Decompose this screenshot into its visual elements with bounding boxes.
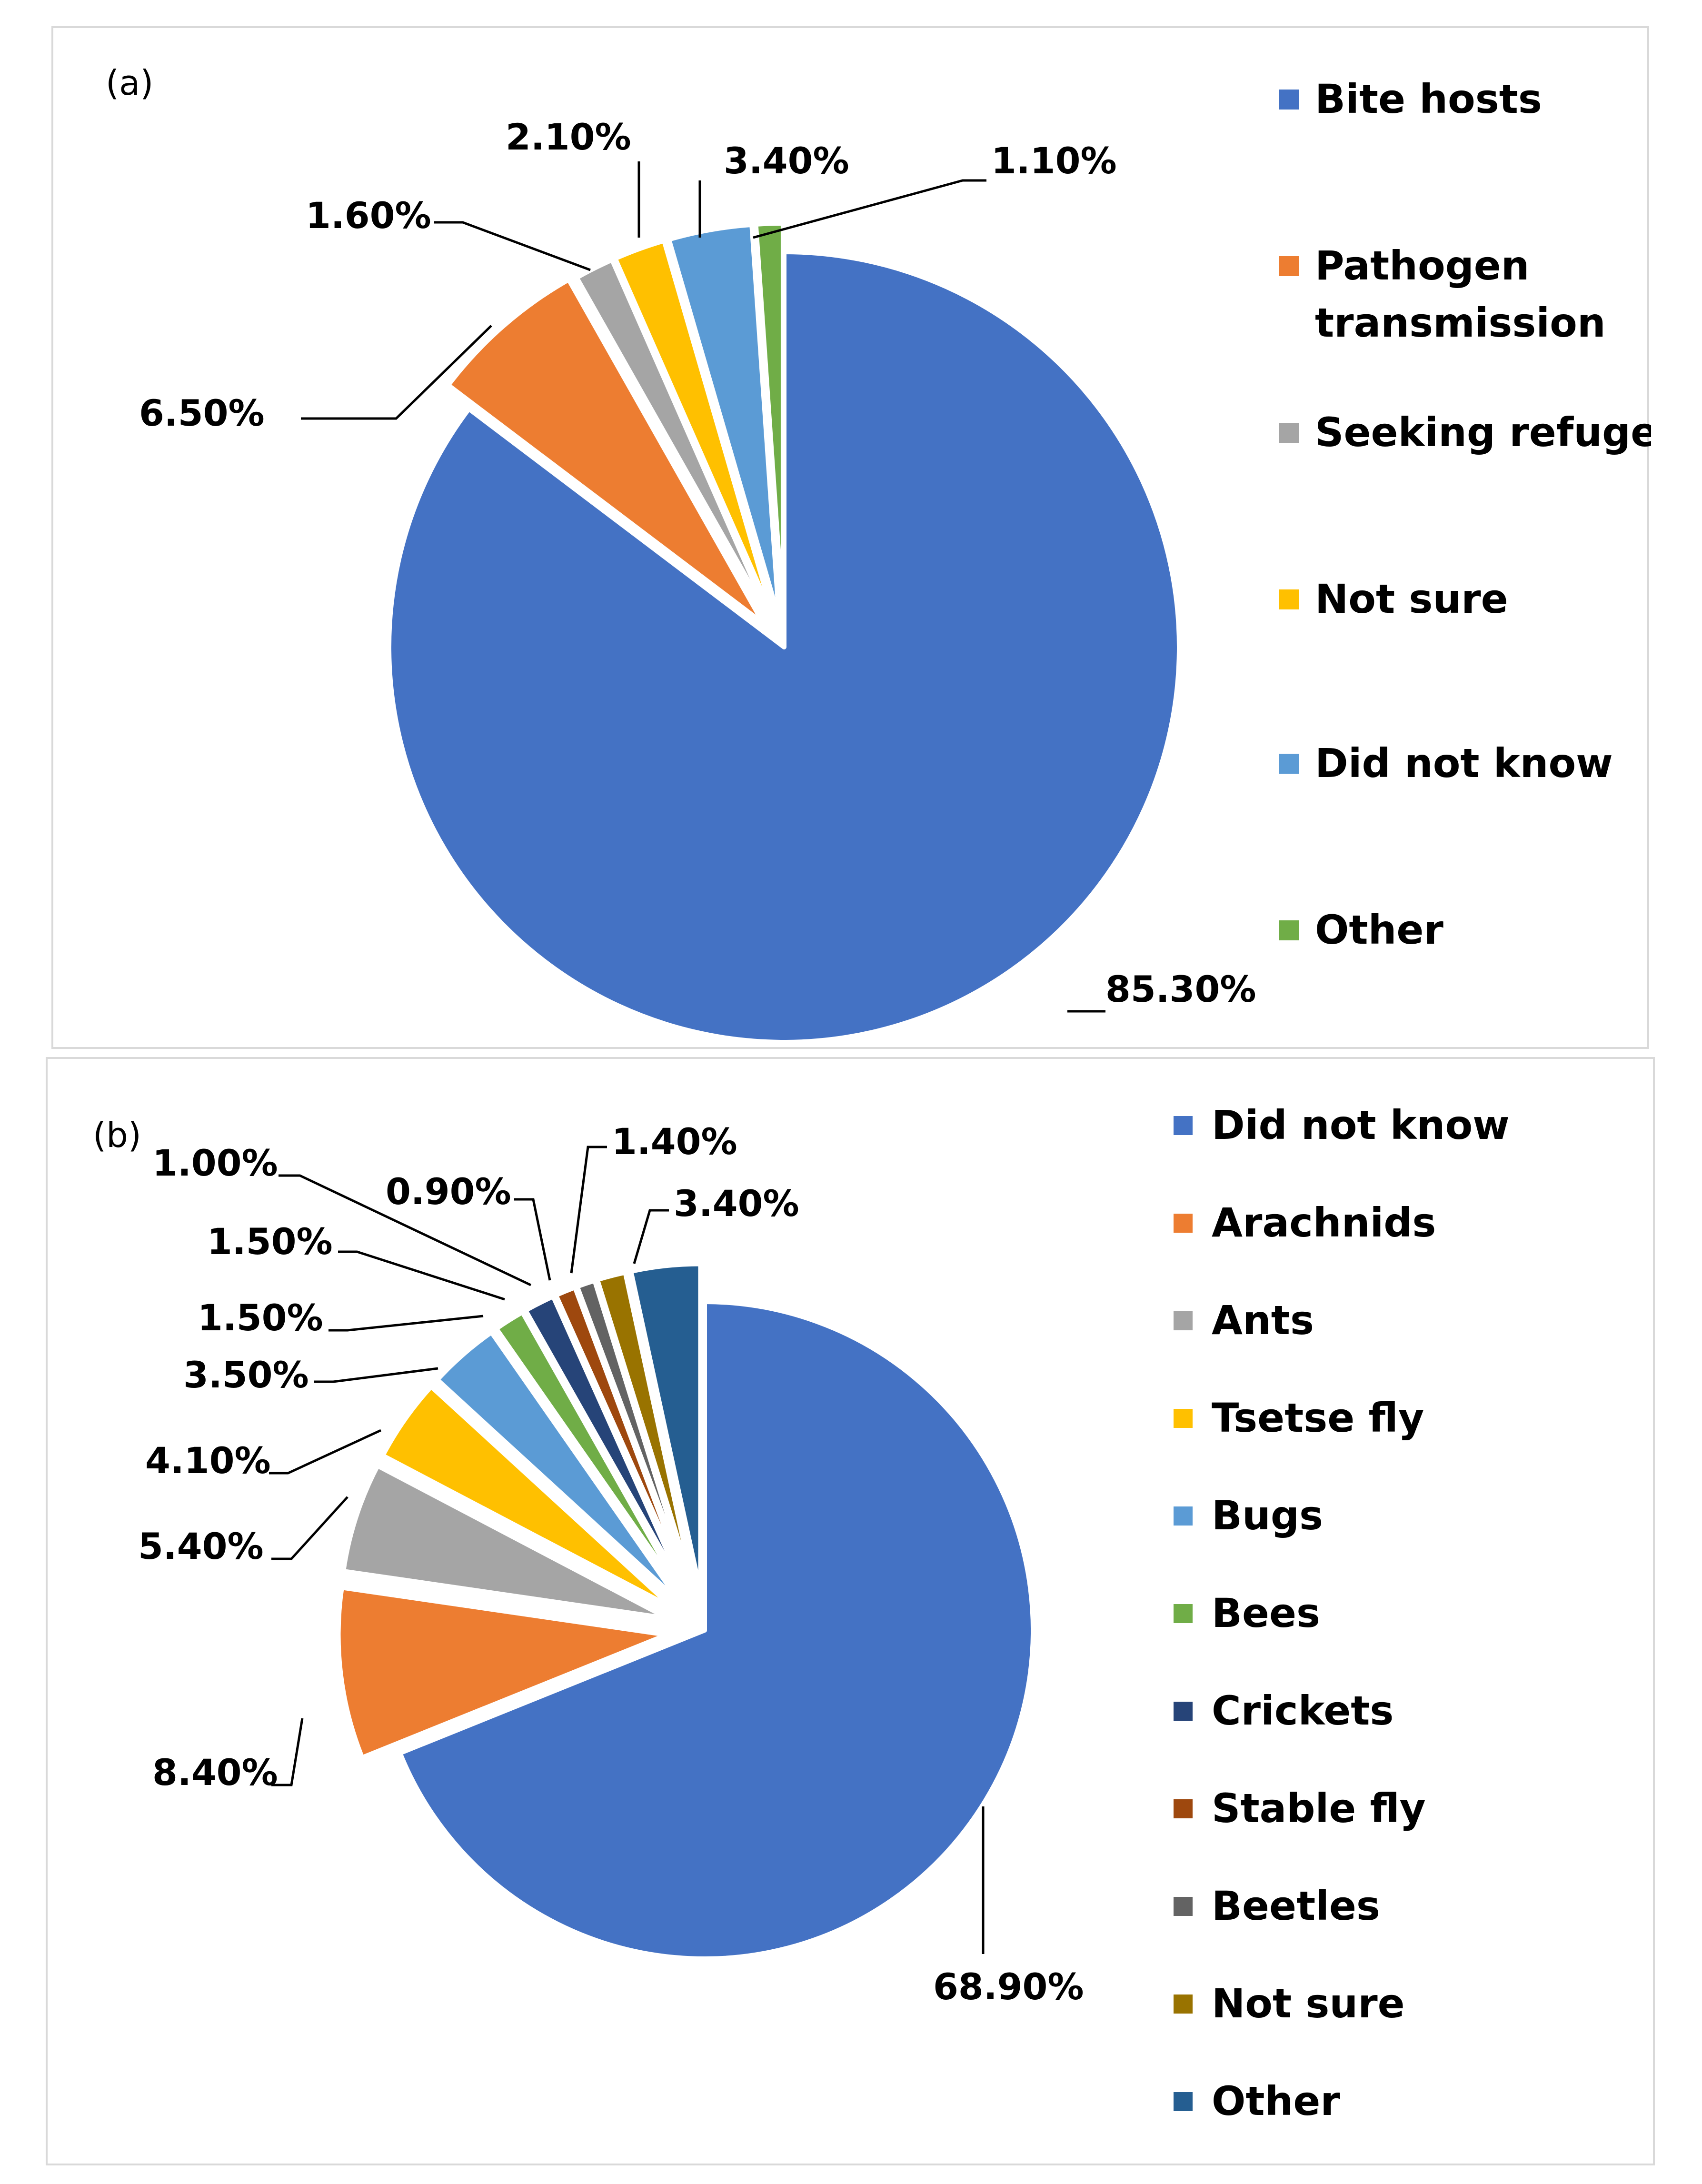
data-label-a-pathogen-transmission: 6.50%: [139, 392, 265, 434]
legend-label-b-crickets: Crickets: [1212, 1687, 1393, 1734]
pie-slice-b-bees: [494, 1309, 687, 1601]
pie-slice-a-did-not-know: [666, 222, 782, 621]
legend-label-b-bees: Bees: [1212, 1590, 1320, 1636]
legend-label-a-did-not-know: Did not know: [1315, 740, 1613, 787]
leader-line-b-arachnids: [271, 1718, 304, 1786]
legend-label-b-did-not-know: Did not know: [1212, 1102, 1510, 1148]
legend-label-a-seeking-refuge: Seeking refuge: [1315, 409, 1651, 456]
legend-swatch-a-pathogen-transmission: [1279, 256, 1299, 276]
data-label-a-did-not-know: 3.40%: [724, 140, 849, 182]
legend-swatch-a-not-sure: [1279, 589, 1299, 609]
pie-slice-b-did-not-know: [398, 1299, 1035, 1961]
legend-swatch-b-crickets: [1174, 1702, 1193, 1721]
data-label-b-bees: 1.50%: [198, 1296, 323, 1339]
pie-slice-a-pathogen-transmission: [446, 277, 766, 626]
pie-slice-b-crickets: [523, 1294, 690, 1599]
leader-line-a-other: [753, 179, 986, 239]
legend-swatch-b-ants: [1174, 1311, 1193, 1330]
chart-panel-b: (b) 68.90% 8.40% 5.40% 4.10% 3.50% 1.50% 1.50% 1…: [46, 1057, 1655, 2165]
legend-swatch-b-stable-fly: [1174, 1799, 1193, 1818]
data-label-a-bite-hosts: 85.30%: [1105, 968, 1256, 1010]
leader-line-b-beetles: [514, 1198, 551, 1281]
data-label-b-did-not-know: 68.90%: [933, 1965, 1084, 2008]
legend-swatch-a-did-not-know: [1279, 754, 1299, 774]
pie-slice-a-seeking-refuge: [574, 257, 774, 624]
legend-swatch-b-did-not-know: [1174, 1116, 1193, 1135]
legend-swatch-b-other: [1174, 2092, 1193, 2111]
leader-line-b-bees: [328, 1315, 484, 1332]
data-label-b-ants: 5.40%: [138, 1525, 264, 1567]
leader-line-b-ants: [271, 1496, 348, 1560]
pie-chart-a: (a) 85.30% 6.50% 1.60% 2.10% 3.40% 1.10% Bite h…: [106, 63, 1651, 1045]
data-label-a-seeking-refuge: 1.60%: [306, 194, 431, 237]
leader-line-b-tsetse-fly: [269, 1429, 382, 1475]
data-label-b-crickets: 1.50%: [207, 1220, 333, 1263]
data-label-b-stable-fly: 1.00%: [152, 1142, 278, 1184]
legend-label-a-pathogen-transmission: transmission: [1315, 299, 1606, 346]
pie-slice-b-bugs: [435, 1330, 682, 1604]
pie-slice-a-other: [753, 221, 786, 621]
data-label-a-not-sure: 2.10%: [506, 116, 631, 158]
legend-label-b-not-sure: Not sure: [1212, 1980, 1405, 2027]
legend-swatch-b-tsetse-fly: [1174, 1409, 1193, 1428]
pie-slice-b-tsetse-fly: [380, 1384, 676, 1611]
legend-swatch-b-bugs: [1174, 1506, 1193, 1526]
legend-label-b-ants: Ants: [1212, 1297, 1314, 1344]
pie-slice-b-not-sure: [595, 1270, 697, 1596]
leader-line-a-seeking-refuge: [434, 221, 591, 271]
chart-panel-a: (a) 85.30% 6.50% 1.60% 2.10% 3.40% 1.10% Bite h…: [51, 26, 1651, 1049]
legend-swatch-a-bite-hosts: [1279, 90, 1299, 110]
legend-swatch-a-seeking-refuge: [1279, 423, 1299, 443]
panel-label-b: (b): [93, 1115, 141, 1155]
legend-label-b-beetles: Beetles: [1212, 1883, 1380, 1929]
legend-swatch-b-arachnids: [1174, 1214, 1193, 1233]
legend-label-b-other: Other: [1212, 2078, 1340, 2124]
legend-swatch-b-bees: [1174, 1604, 1193, 1623]
panel-label-a: (a): [106, 63, 153, 103]
pie-slice-a-bite-hosts: [387, 249, 1182, 1045]
data-label-b-bugs: 3.50%: [183, 1354, 309, 1396]
data-label-b-other: 3.40%: [674, 1182, 799, 1225]
data-label-a-other: 1.10%: [991, 140, 1117, 182]
leader-line-a-pathogen-transmission: [301, 325, 492, 420]
legend-swatch-b-beetles: [1174, 1897, 1193, 1916]
legend-label-a-not-sure: Not sure: [1315, 576, 1508, 622]
leader-line-b-stable-fly: [279, 1174, 532, 1286]
legend-label-b-stable-fly: Stable fly: [1212, 1785, 1426, 1832]
pie-slice-a-not-sure: [613, 238, 777, 623]
legend-swatch-b-not-sure: [1174, 1995, 1193, 2014]
pie-chart-b: (b) 68.90% 8.40% 5.40% 4.10% 3.50% 1.50% 1.50% 1…: [93, 1102, 1510, 2124]
legend-label-a-pathogen-transmission: Pathogen: [1315, 242, 1530, 289]
leader-line-b-other: [633, 1209, 669, 1264]
data-label-b-arachnids: 8.40%: [152, 1751, 278, 1794]
legend-label-b-arachnids: Arachnids: [1212, 1199, 1436, 1246]
legend-label-b-bugs: Bugs: [1212, 1492, 1323, 1539]
legend-label-b-tsetse-fly: Tsetse fly: [1212, 1395, 1424, 1441]
pie-slice-b-arachnids: [336, 1585, 669, 1760]
data-label-b-tsetse-fly: 4.10%: [145, 1439, 271, 1482]
leader-line-b-crickets: [338, 1250, 505, 1301]
pie-slice-b-other: [628, 1261, 703, 1595]
pie-slice-b-ants: [341, 1463, 671, 1621]
pie-slice-b-beetles: [575, 1278, 695, 1597]
data-label-b-beetles: 0.90%: [386, 1170, 511, 1213]
data-label-b-not-sure: 1.40%: [612, 1120, 737, 1163]
legend-label-a-bite-hosts: Bite hosts: [1315, 76, 1542, 122]
leader-line-b-not-sure: [570, 1146, 607, 1274]
leader-line-b-bugs: [314, 1367, 438, 1383]
legend-label-a-other: Other: [1315, 907, 1443, 953]
legend-swatch-a-other: [1279, 920, 1299, 940]
